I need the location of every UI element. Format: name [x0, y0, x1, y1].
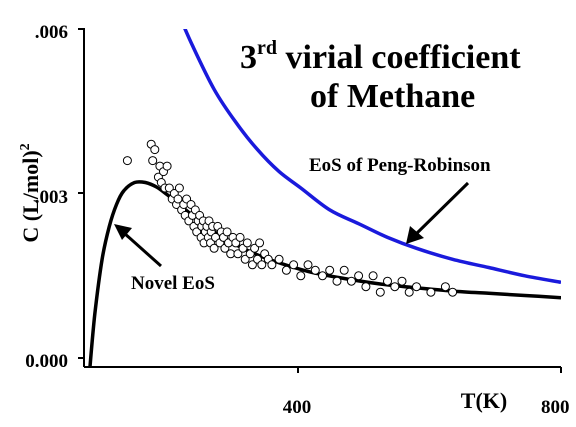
y-tick-label: 0.000 — [25, 351, 68, 372]
y-tick-label: .006 — [35, 22, 68, 43]
annotation-novel-eos: Novel EoS — [131, 273, 215, 294]
data-point — [361, 282, 371, 292]
data-point — [354, 271, 364, 281]
data-point — [397, 276, 407, 286]
arrowhead-novel-eos — [114, 224, 132, 240]
data-point — [122, 156, 132, 166]
data-point — [242, 238, 252, 248]
data-point — [148, 156, 158, 166]
data-point — [164, 183, 174, 193]
y-axis-label-superscript: 2 — [18, 143, 33, 150]
data-point — [440, 282, 450, 292]
annotation-arrow-novel-eos — [123, 231, 162, 268]
arrowhead-peng-robinson — [406, 226, 424, 244]
data-point — [267, 260, 277, 270]
data-point — [404, 287, 414, 297]
y-axis-label-text: C (L/mol) — [18, 150, 43, 242]
data-point — [310, 265, 320, 275]
data-point — [383, 276, 392, 286]
data-point — [325, 265, 335, 275]
data-point — [426, 287, 436, 297]
data-point — [222, 227, 232, 237]
data-point — [332, 276, 342, 286]
data-point — [303, 260, 313, 270]
data-point — [368, 271, 378, 281]
y-tick-label: .003 — [35, 187, 68, 208]
data-point — [174, 183, 184, 193]
title-rest: virial coefficient — [277, 39, 521, 76]
title-base: 3 — [240, 39, 257, 76]
peng-robinson-curve — [183, 29, 561, 285]
title-superscript: rd — [257, 37, 277, 59]
y-axis-label: C (L/mol)2 — [18, 143, 43, 242]
data-point — [375, 287, 385, 297]
data-point — [346, 276, 356, 286]
data-point — [296, 271, 306, 281]
annotation-peng-robinson: EoS of Peng-Robinson — [309, 155, 491, 176]
data-point — [209, 243, 219, 253]
data-point — [281, 265, 291, 275]
data-point — [390, 282, 400, 292]
data-point — [318, 271, 327, 281]
data-point — [257, 260, 267, 270]
data-point — [233, 249, 243, 259]
experimental-points-layer — [122, 139, 458, 297]
data-point — [339, 265, 349, 275]
annotation-arrow-peng-robinson — [412, 181, 470, 238]
data-point — [255, 238, 265, 248]
data-point — [412, 282, 421, 292]
data-point — [173, 194, 183, 204]
data-point — [247, 260, 257, 270]
data-point — [274, 254, 284, 264]
chart-title-line1: 3rd virial coefficient — [240, 37, 521, 76]
data-point — [235, 232, 245, 242]
chart-title-line2: of Methane — [310, 78, 475, 115]
data-point — [162, 161, 172, 171]
peng-robinson-curve-layer — [183, 29, 561, 285]
x-tick-label: 400 — [283, 397, 312, 418]
data-point — [150, 145, 160, 155]
data-point — [448, 287, 458, 297]
data-point — [289, 260, 299, 270]
x-axis-label: T(K) — [461, 388, 507, 413]
x-tick-label: 800 — [541, 397, 570, 418]
data-point — [240, 254, 250, 264]
data-point — [250, 243, 260, 253]
